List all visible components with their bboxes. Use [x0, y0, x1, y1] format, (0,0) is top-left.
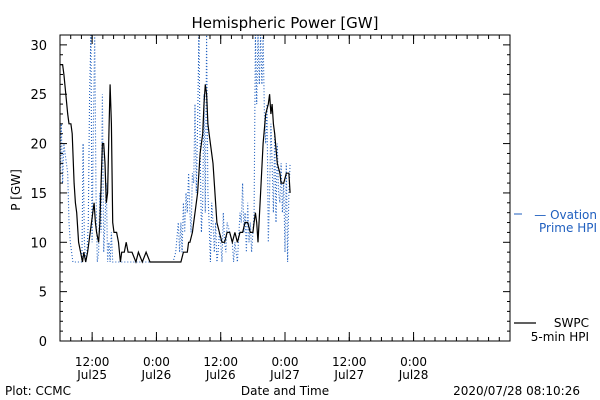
x-tick-time-label: 12:00 [203, 355, 238, 369]
plot-credit: Plot: CCMC [5, 384, 71, 398]
x-axis-label: Date and Time [241, 384, 329, 398]
y-tick-label: 30 [30, 39, 47, 54]
x-tick-date-label: Jul28 [398, 368, 429, 382]
y-tick-label: 25 [30, 88, 47, 103]
ovation-legend-label-2: Prime HPI [539, 221, 597, 235]
x-tick-date-label: Jul27 [269, 368, 300, 382]
swpc-legend-label: SWPC [554, 316, 589, 330]
x-tick-date-label: Jul26 [205, 368, 236, 382]
plot-frame [59, 34, 511, 342]
x-tick-time-label: 12:00 [332, 355, 367, 369]
swpc-legend-label-2: 5-min HPI [531, 330, 589, 344]
y-tick-label: 10 [30, 236, 47, 251]
x-tick-time-label: 0:00 [400, 355, 427, 369]
plot-timestamp: 2020/07/28 08:10:26 [453, 384, 580, 398]
ovation-legend-label: — Ovation [534, 208, 597, 222]
ovation-hpi-line [60, 35, 291, 263]
ticks-layer: 05101520253012:00Jul250:00Jul2612:00Jul2… [30, 35, 510, 382]
x-tick-time-label: 0:00 [143, 355, 170, 369]
y-tick-label: 15 [30, 187, 47, 202]
x-tick-date-label: Jul27 [333, 368, 364, 382]
y-tick-label: 5 [39, 286, 47, 301]
y-tick-label: 20 [30, 138, 47, 153]
x-tick-time-label: 12:00 [75, 355, 110, 369]
x-tick-date-label: Jul26 [141, 368, 172, 382]
y-tick-label: 0 [39, 335, 47, 350]
chart-title: Hemispheric Power [GW] [192, 14, 379, 32]
x-tick-date-label: Jul25 [76, 368, 107, 382]
series-layer [60, 35, 291, 264]
y-axis-label: P [GW] [9, 169, 23, 211]
x-tick-time-label: 0:00 [272, 355, 299, 369]
swpc-hpi-line [60, 63, 291, 264]
